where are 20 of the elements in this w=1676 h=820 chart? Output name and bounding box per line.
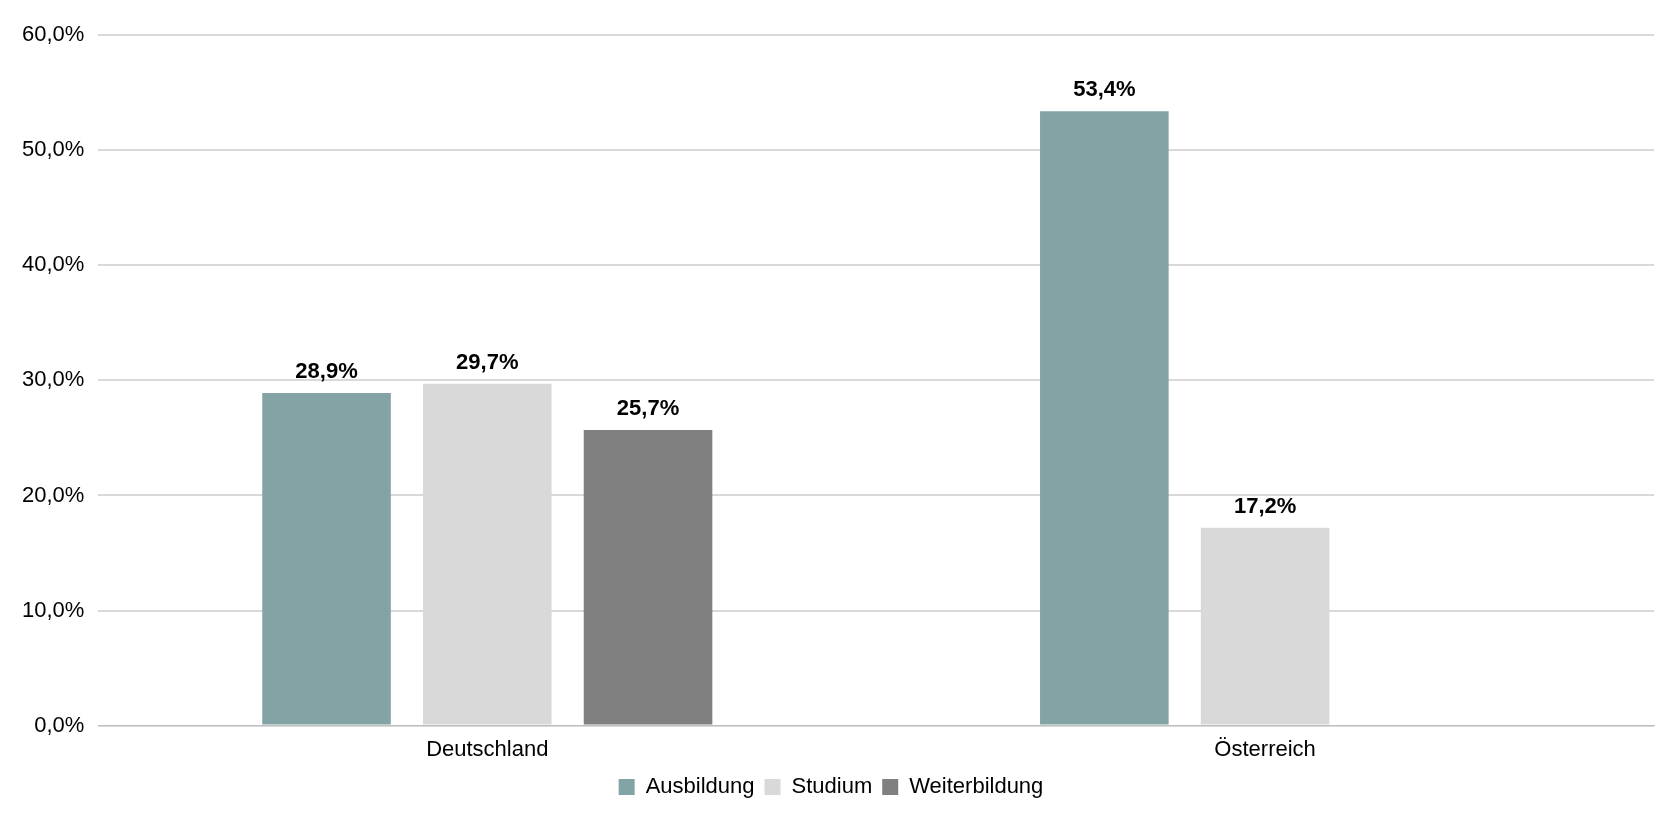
x-tick-label: Deutschland	[426, 735, 549, 761]
data-label: 17,2%	[1233, 492, 1297, 518]
y-tick-label: 60,0%	[21, 21, 85, 47]
bar	[583, 429, 713, 725]
legend-label: Studium	[791, 773, 873, 799]
y-tick-label: 40,0%	[21, 251, 85, 277]
legend-label: Ausbildung	[645, 773, 755, 799]
data-label: 29,7%	[456, 348, 519, 374]
data-label: 25,7%	[616, 394, 680, 420]
bar	[1040, 111, 1169, 725]
bar	[262, 393, 391, 725]
data-label: 28,9%	[295, 358, 358, 384]
data-label: 53,4%	[1073, 76, 1136, 102]
x-tick-label: Österreich	[1214, 735, 1316, 761]
legend-label: Weiterbildung	[909, 773, 1044, 799]
y-tick-label: 50,0%	[21, 136, 85, 162]
y-tick-label: 20,0%	[21, 481, 85, 507]
y-tick-label: 0,0%	[34, 711, 85, 737]
y-tick-label: 10,0%	[21, 596, 85, 622]
y-tick-label: 30,0%	[21, 366, 85, 392]
